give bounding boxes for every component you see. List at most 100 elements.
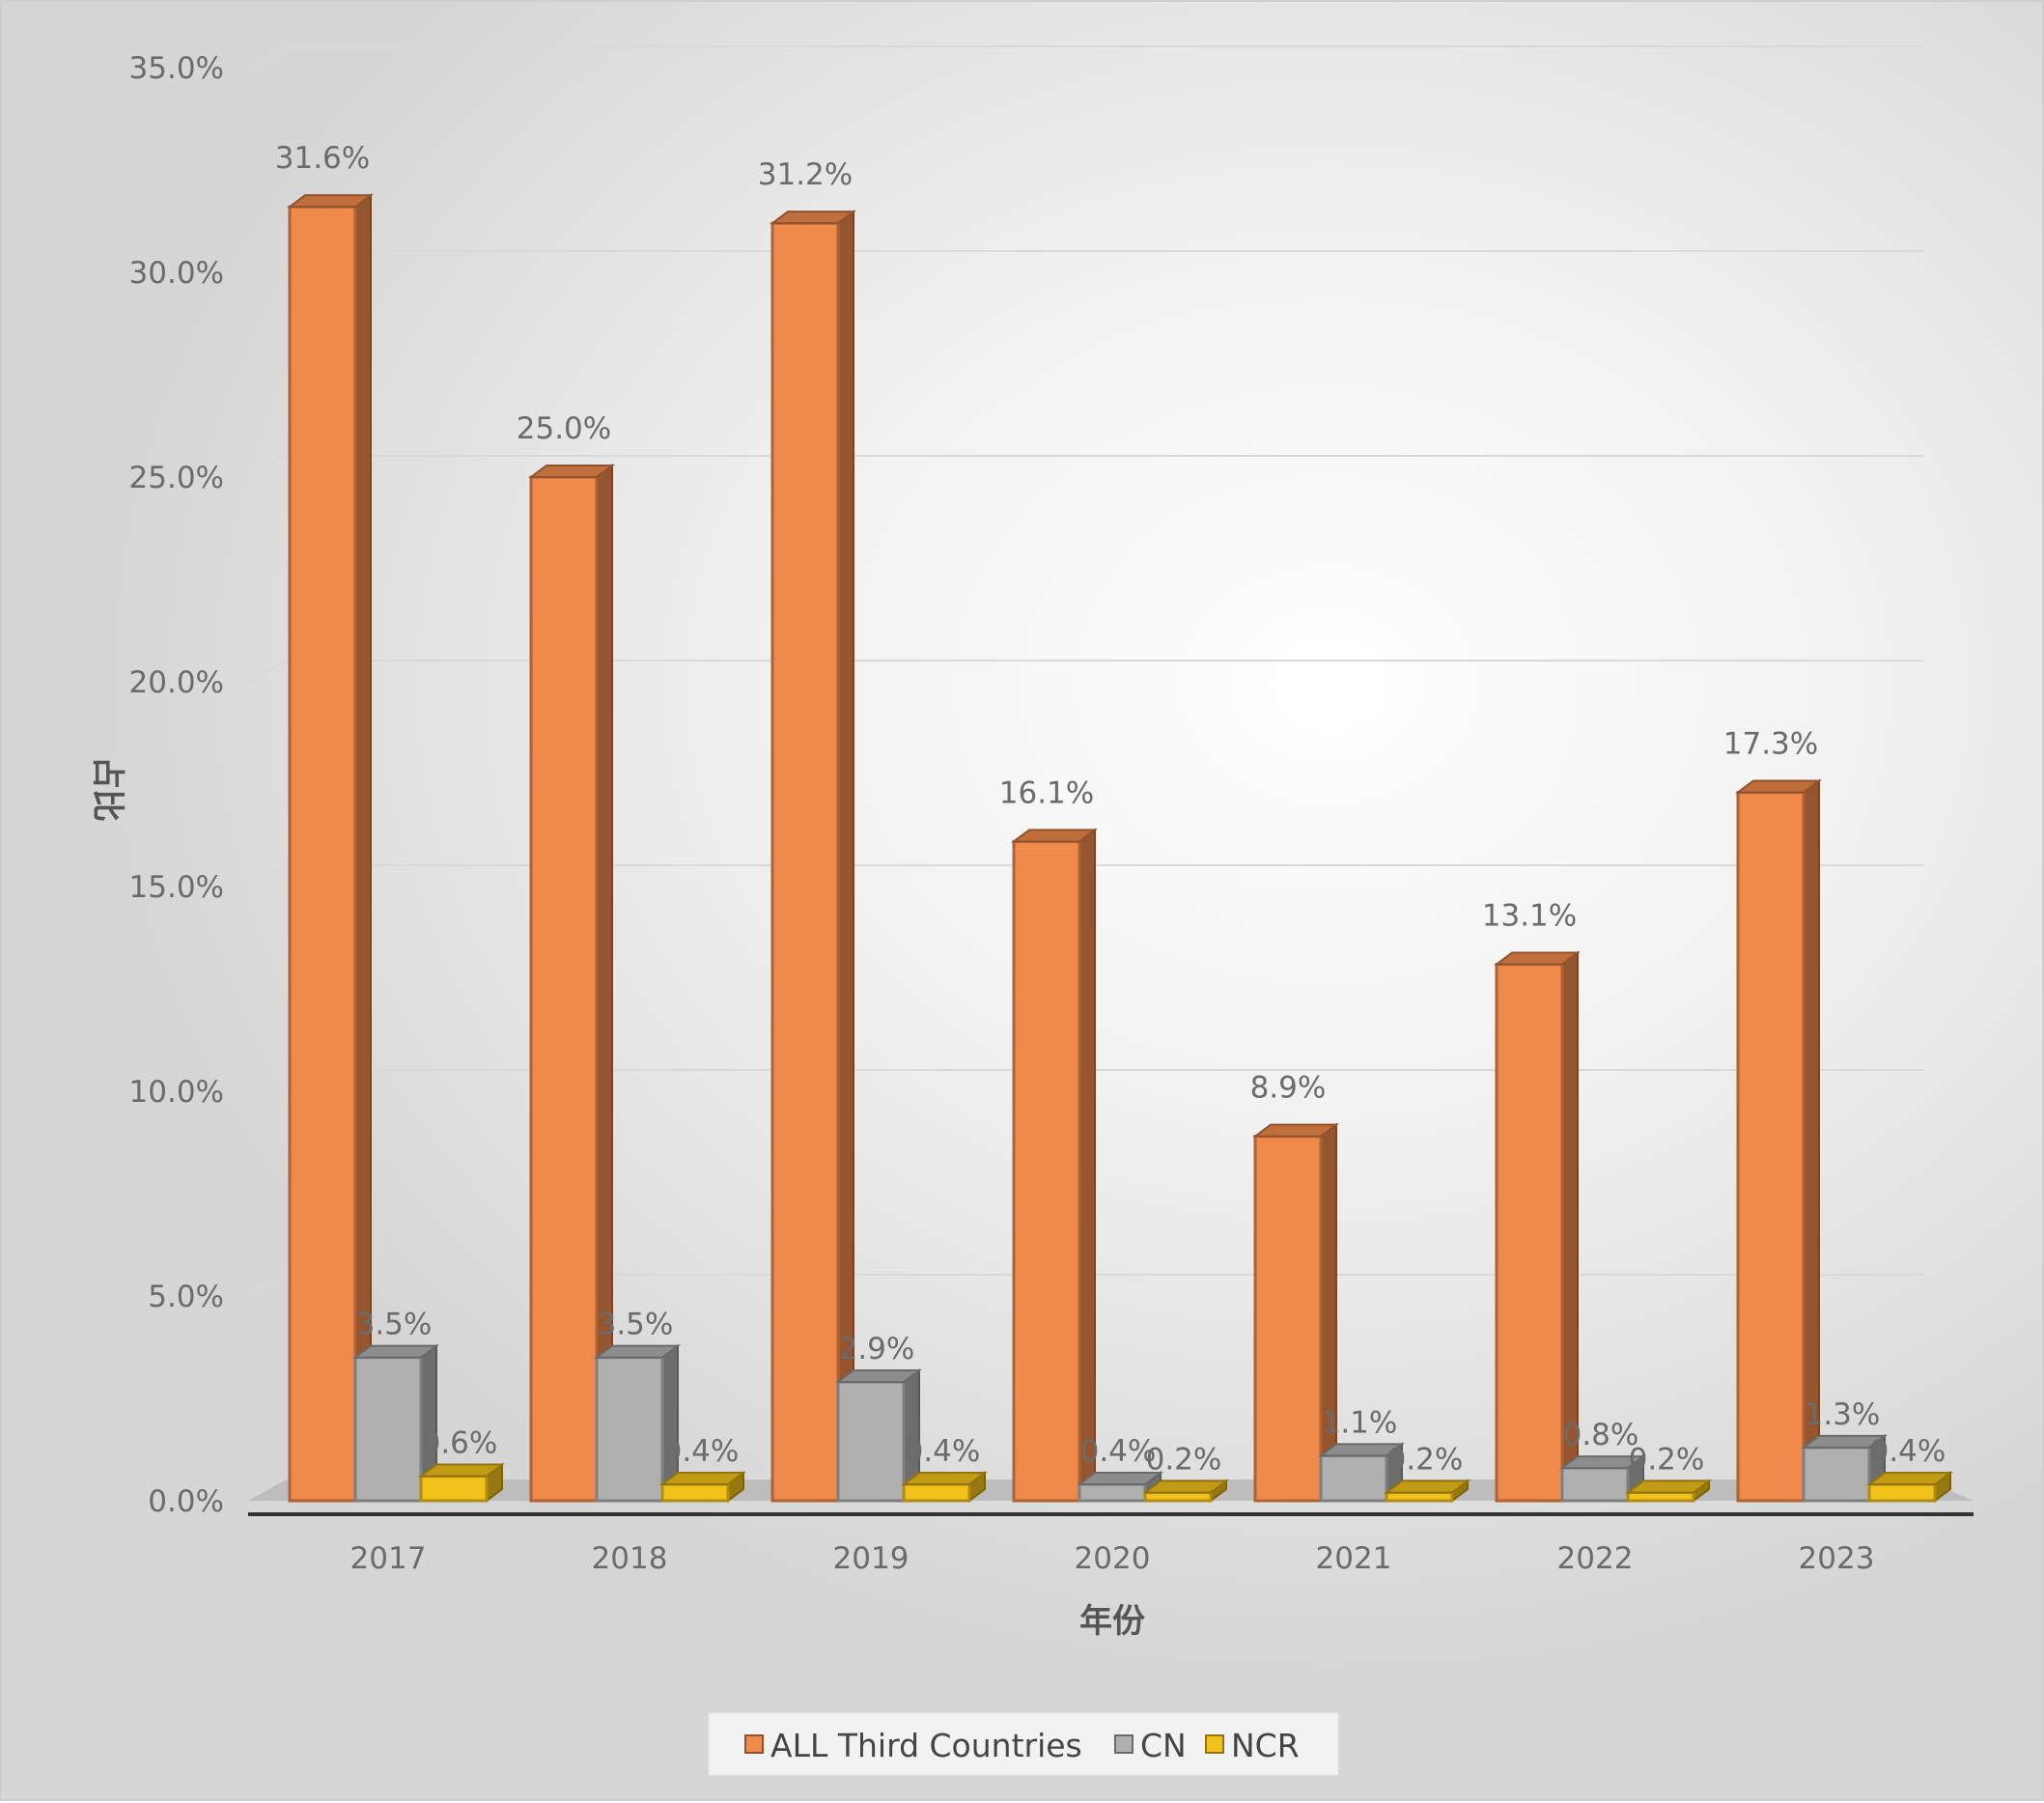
- bar-top: [1384, 1479, 1470, 1494]
- bar-front: [660, 1482, 730, 1503]
- bar-top: [594, 1344, 681, 1359]
- y-tick-label: 20.0%: [129, 665, 224, 700]
- x-tick-label: 2018: [592, 1541, 668, 1576]
- bar-cn-2017: [352, 1343, 439, 1503]
- legend-entry: ALL Third Countries: [770, 1727, 1082, 1764]
- bar-top: [1252, 1123, 1339, 1138]
- bar-ncr-2021: [1384, 1479, 1470, 1503]
- data-label: 3.5%: [598, 1308, 674, 1342]
- x-axis-title: 年份: [1079, 1602, 1145, 1641]
- gridline-side: [247, 1274, 288, 1297]
- bar-ncr-2023: [1866, 1471, 1953, 1503]
- bar-cn-2018: [594, 1343, 681, 1503]
- bar-all-third-countries-2020: [1011, 828, 1098, 1503]
- data-label: 0.4%: [1080, 1434, 1157, 1469]
- bar-side: [596, 464, 613, 1503]
- x-tick-label: 2023: [1799, 1541, 1875, 1576]
- bar-front: [529, 475, 599, 1503]
- y-axis-title: 占比: [88, 756, 126, 822]
- data-labels: 31.6%3.5%0.6%25.0%3.5%0.4%31.2%2.9%0.4%1…: [275, 141, 1946, 1477]
- data-label: 0.4%: [1870, 1434, 1946, 1469]
- data-label: 16.1%: [999, 775, 1094, 810]
- data-label: 0.2%: [1629, 1443, 1705, 1478]
- legend-swatch: [744, 1734, 764, 1754]
- data-label: 0.2%: [1146, 1443, 1222, 1478]
- bar-top: [901, 1472, 988, 1486]
- bar-front: [1253, 1135, 1323, 1503]
- y-tick-label: 25.0%: [129, 461, 224, 495]
- bar-ncr-2022: [1625, 1479, 1712, 1503]
- bar-front: [288, 205, 357, 1503]
- gridline-side: [247, 455, 288, 478]
- bar-front: [353, 1356, 423, 1503]
- legend[interactable]: ALL Third Countries CN NCR: [708, 1712, 1339, 1776]
- gridline-side: [247, 1069, 288, 1092]
- bar-top: [770, 211, 856, 225]
- bar-front: [1495, 963, 1564, 1503]
- bar-top: [1077, 1472, 1163, 1486]
- data-label: 0.2%: [1387, 1443, 1464, 1478]
- y-tick-label: 10.0%: [129, 1075, 224, 1110]
- bar-side: [354, 193, 372, 1503]
- bar-all-third-countries-2021: [1252, 1122, 1339, 1503]
- bar-top: [1011, 829, 1098, 843]
- legend-entry: NCR: [1231, 1727, 1300, 1764]
- gridline-side: [247, 864, 288, 887]
- bar-ncr-2018: [659, 1471, 746, 1503]
- data-label: 31.6%: [275, 141, 370, 176]
- bar-front: [902, 1482, 971, 1503]
- x-tick-label: 2022: [1557, 1541, 1634, 1576]
- bar-front: [1626, 1491, 1695, 1503]
- bar-cn-2019: [835, 1368, 922, 1503]
- bar-front: [1078, 1482, 1147, 1503]
- bar-front: [836, 1380, 906, 1503]
- bar-top: [1801, 1434, 1888, 1449]
- data-label: 0.4%: [905, 1434, 981, 1469]
- data-label: 0.6%: [422, 1426, 498, 1461]
- x-tick-label: 2019: [833, 1541, 910, 1576]
- bars: [287, 193, 1953, 1503]
- bar-ncr-2017: [418, 1462, 505, 1503]
- bar-all-third-countries-2019: [770, 210, 856, 1503]
- bar-all-third-countries-2017: [287, 193, 374, 1503]
- data-label: 17.3%: [1723, 726, 1818, 761]
- bar-side: [1803, 778, 1820, 1503]
- bar-all-third-countries-2023: [1735, 778, 1822, 1503]
- bar-side: [837, 210, 854, 1503]
- gridline-side: [247, 45, 288, 69]
- y-tick-label: 35.0%: [129, 51, 224, 86]
- bar-front: [1736, 790, 1806, 1503]
- bar-front: [1319, 1453, 1388, 1503]
- data-label: 0.8%: [1563, 1418, 1639, 1452]
- legend-swatch: [1114, 1734, 1134, 1754]
- data-label: 8.9%: [1250, 1071, 1327, 1106]
- x-tick-label: 2020: [1075, 1541, 1151, 1576]
- bar-all-third-countries-2022: [1494, 950, 1581, 1503]
- bar-top: [1318, 1443, 1405, 1457]
- bar-top: [528, 465, 615, 478]
- bar-top: [352, 1344, 439, 1359]
- bar-top: [835, 1369, 922, 1384]
- y-tick-label: 15.0%: [129, 870, 224, 905]
- bar-top: [287, 194, 374, 209]
- bar-front: [419, 1475, 489, 1503]
- data-label: 1.3%: [1805, 1397, 1881, 1432]
- x-tick-label: 2017: [350, 1541, 427, 1576]
- bar-front: [1802, 1446, 1871, 1503]
- data-label: 13.1%: [1482, 899, 1577, 934]
- data-label: 0.4%: [663, 1434, 740, 1469]
- data-label: 3.5%: [356, 1308, 433, 1342]
- data-label: 2.9%: [839, 1332, 915, 1366]
- bar-front: [1143, 1491, 1213, 1503]
- bar-top: [1494, 951, 1581, 966]
- gridline-side: [247, 660, 288, 683]
- bar-front: [1385, 1491, 1454, 1503]
- y-tick-label: 5.0%: [148, 1280, 224, 1314]
- bar-top: [1625, 1479, 1712, 1494]
- data-label: 25.0%: [517, 411, 611, 446]
- bar-all-third-countries-2018: [528, 464, 615, 1503]
- bar-front: [595, 1356, 664, 1503]
- gridline-side: [247, 250, 288, 273]
- bar-front: [1012, 839, 1081, 1503]
